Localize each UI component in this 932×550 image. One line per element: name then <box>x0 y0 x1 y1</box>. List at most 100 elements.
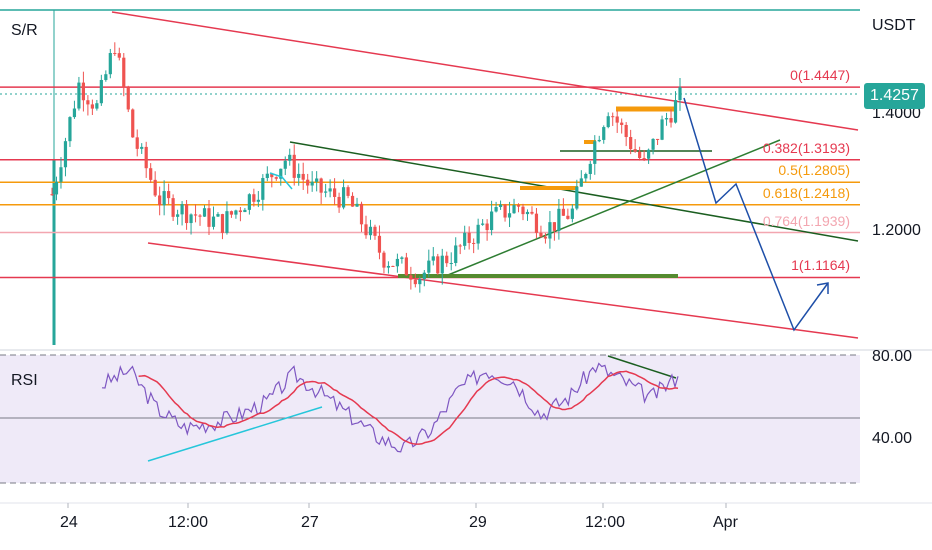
candle-body <box>171 198 175 217</box>
rsi-moving-average <box>138 370 679 445</box>
candle-body <box>494 207 498 212</box>
candle-body <box>104 74 108 80</box>
candle-body <box>149 168 153 180</box>
candle-body <box>629 137 633 150</box>
candle-body <box>579 178 583 187</box>
indicator-label: S/R <box>11 22 38 39</box>
projection-path <box>683 97 829 332</box>
candle-body <box>485 223 489 231</box>
candle-body <box>647 149 651 159</box>
candle-body <box>404 257 408 276</box>
candle-body <box>176 214 180 217</box>
candle-body <box>86 100 90 105</box>
candle-body <box>638 151 642 159</box>
candle-body <box>418 278 422 285</box>
candle-body <box>220 214 225 233</box>
candle-body <box>575 186 579 209</box>
candle-body <box>377 235 382 253</box>
candle-body <box>498 204 503 208</box>
candle-body <box>364 224 368 236</box>
descending-trendline <box>289 141 859 242</box>
rsi-tick-80: 80.00 <box>872 348 913 365</box>
candle-body <box>436 256 440 274</box>
candle-body <box>463 232 467 246</box>
candle-body <box>669 118 673 123</box>
candle-body <box>122 57 126 88</box>
candle-body <box>651 138 655 150</box>
candle-body <box>310 181 314 186</box>
projection-arrowhead <box>816 282 829 294</box>
current-price-badge: 1.4257 <box>864 83 925 109</box>
candle-body <box>472 242 476 244</box>
candle-body <box>539 232 543 237</box>
candle-body <box>570 208 574 219</box>
candle-body <box>113 53 117 55</box>
candle-body <box>54 181 59 195</box>
candle-body <box>81 82 85 101</box>
y-tick-label-high: 1.4000 <box>872 105 921 122</box>
rsi-band <box>0 355 860 483</box>
candle-body <box>108 53 112 75</box>
fib-label: 0(1.4447) <box>790 67 850 84</box>
candle-body <box>333 188 337 197</box>
candle-body <box>72 108 77 118</box>
candle-body <box>207 208 211 227</box>
candle-body <box>274 177 278 179</box>
candle-body <box>507 213 512 218</box>
candle-body <box>319 178 323 193</box>
candle-body <box>135 137 139 149</box>
channel-lower-line <box>147 242 859 339</box>
candle-body <box>373 226 377 236</box>
candle-body <box>315 178 319 182</box>
candle-body <box>126 87 130 110</box>
candlestick-series <box>50 42 682 293</box>
main-plot-area[interactable] <box>0 0 860 348</box>
candle-body <box>180 204 184 215</box>
candle-body <box>306 179 310 186</box>
candle-body <box>673 100 678 123</box>
candle-body <box>548 222 552 239</box>
candle-body <box>68 117 72 142</box>
candle-body <box>184 204 189 224</box>
candle-body <box>355 203 359 207</box>
fib-label: 0.382(1.3193) <box>762 139 850 156</box>
candle-body <box>624 124 628 138</box>
candle-body <box>588 163 592 175</box>
candle-body <box>77 82 81 109</box>
candle-body <box>117 53 121 58</box>
candle-body <box>252 194 256 202</box>
candle-body <box>427 260 431 273</box>
rsi-trendline-up <box>147 406 323 462</box>
rsi-label: RSI <box>11 372 38 389</box>
candle-body <box>534 213 539 233</box>
candle-body <box>467 232 471 243</box>
fib-label: 0.5(1.2805) <box>778 162 850 179</box>
rsi-tick-40: 40.00 <box>872 430 913 447</box>
candle-body <box>270 173 274 178</box>
candle-body <box>328 188 332 192</box>
currency-label: USDT <box>872 17 916 34</box>
candle-body <box>59 167 63 182</box>
candle-body <box>633 149 637 152</box>
candle-body <box>193 214 198 216</box>
candle-body <box>615 116 619 123</box>
candle-body <box>521 206 525 215</box>
candle-body <box>597 139 601 142</box>
candle-body <box>283 160 287 169</box>
fib-label: 1(1.1164) <box>791 257 850 274</box>
candle-body <box>557 208 561 231</box>
candle-body <box>216 214 220 217</box>
candle-body <box>584 174 588 179</box>
candle-body <box>409 275 413 280</box>
candle-body <box>301 173 305 180</box>
candle-body <box>359 203 364 225</box>
time-label-24: 24 <box>60 514 78 531</box>
candle-body <box>229 211 234 215</box>
y-tick-label-low: 1.2000 <box>872 222 921 239</box>
time-label-1200-a: 12:00 <box>168 514 209 531</box>
candle-body <box>566 215 570 219</box>
candle-body <box>167 191 171 199</box>
candle-body <box>458 245 462 247</box>
candle-body <box>602 127 606 140</box>
